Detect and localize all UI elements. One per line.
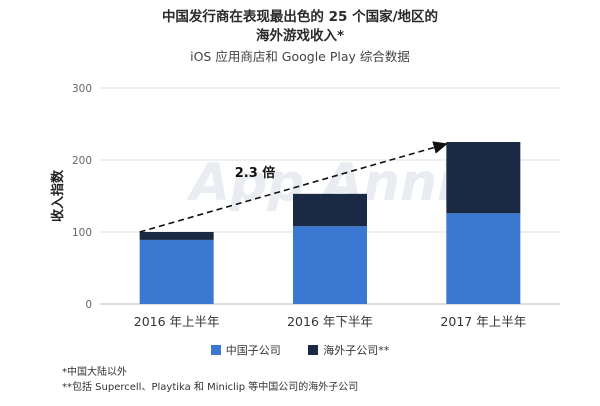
y-axis-label: 收入指数 [50,169,66,222]
bar-domestic [293,226,367,304]
legend-item-domestic: 中国子公司 [210,342,281,358]
growth-annotation-label: 2.3 倍 [235,165,276,181]
y-tick-label: 200 [72,155,92,167]
legend-item-overseas: 海外子公司** [308,342,389,358]
bar-domestic [139,239,214,304]
chart-title-block: 中国发行商在表现最出色的 25 个国家/地区的 海外游戏收入* iOS 应用商店和… [0,8,600,66]
bar-overseas [293,193,367,227]
legend-swatch-domestic [210,345,221,355]
chart-title: 中国发行商在表现最出色的 25 个国家/地区的 海外游戏收入* [0,8,600,46]
legend-label-overseas: 海外子公司** [323,344,390,357]
legend-swatch-overseas [308,345,319,355]
footnotes: *中国大陆以外 **包括 Supercell、Playtika 和 Minicl… [62,365,358,395]
x-category-label: 2016 年上半年 [134,314,220,329]
y-tick-label: 300 [72,83,92,95]
chart-title-line: 中国发行商在表现最出色的 25 个国家/地区的 海外游戏收入* [161,9,439,44]
bar-overseas [139,232,214,240]
bar-domestic [446,213,521,304]
x-category-label: 2016 年下半年 [287,314,373,329]
y-tick-label: 0 [85,299,92,311]
footnote-1: *中国大陆以外 [62,367,127,378]
chart-subtitle: iOS 应用商店和 Google Play 综合数据 [190,49,410,64]
x-category-label: 2017 年上半年 [440,314,526,329]
growth-arrow [139,141,448,233]
chart-legend: 中国子公司 海外子公司** [0,342,600,358]
bar-overseas [446,142,521,214]
y-tick-label: 100 [72,227,92,239]
footnote-2: **包括 Supercell、Playtika 和 Miniclip 等中国公司… [62,382,359,393]
legend-label-domestic: 中国子公司 [225,344,281,357]
